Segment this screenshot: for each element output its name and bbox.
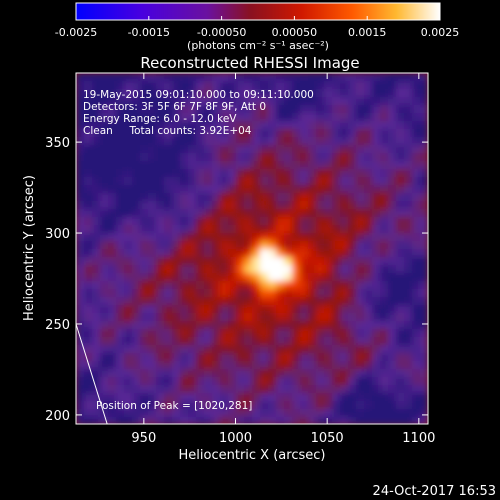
- colorbar-tick-label: -0.0015: [128, 26, 170, 39]
- heatmap-image: [76, 73, 428, 424]
- annotation-energy: Energy Range: 6.0 - 12.0 keV: [83, 113, 237, 125]
- annotation-detectors: Detectors: 3F 5F 6F 7F 8F 9F, Att 0: [83, 101, 266, 113]
- peak-position-label: Position of Peak = [1020,281]: [96, 400, 252, 412]
- x-tick-label: 1050: [311, 431, 344, 446]
- colorbar-tick-label: 0.00050: [272, 26, 318, 39]
- axis-ticks: 950 1000 1050 1100 200 250 300 350: [45, 73, 435, 446]
- y-axis-title: Heliocentric Y (arcsec): [22, 175, 37, 321]
- x-tick-label: 1100: [402, 431, 435, 446]
- x-tick-label: 950: [131, 431, 156, 446]
- y-tick-label: 250: [45, 318, 70, 333]
- y-tick-label: 300: [45, 227, 70, 242]
- chart-title: Reconstructed RHESSI Image: [140, 54, 359, 72]
- colorbar-tick-label: 0.0025: [421, 26, 460, 39]
- colorbar: [75, 2, 441, 21]
- y-tick-label: 200: [45, 409, 70, 424]
- annotation-block: 19-May-2015 09:01:10.000 to 09:11:10.000…: [83, 89, 314, 137]
- colorbar-tick-label: -0.0025: [55, 26, 97, 39]
- annotation-clean: Clean Total counts: 3.92E+04: [83, 125, 252, 137]
- y-tick-label: 350: [45, 136, 70, 151]
- colorbar-tick-label: 0.0015: [348, 26, 387, 39]
- annotation-time: 19-May-2015 09:01:10.000 to 09:11:10.000: [83, 89, 314, 101]
- plot-frame: [75, 72, 429, 425]
- generation-date: 24-Oct-2017 16:53: [373, 484, 496, 499]
- colorbar-unit-label: (photons cm⁻² s⁻¹ asec⁻²): [187, 39, 329, 52]
- solar-limb-line: [76, 323, 108, 424]
- colorbar-ticks: -0.0025 -0.0015 -0.00050 0.00050 0.0015 0.002…: [55, 16, 459, 39]
- x-axis-title: Heliocentric X (arcsec): [179, 448, 326, 463]
- colorbar-tick-label: -0.00050: [197, 26, 246, 39]
- x-tick-label: 1000: [219, 431, 252, 446]
